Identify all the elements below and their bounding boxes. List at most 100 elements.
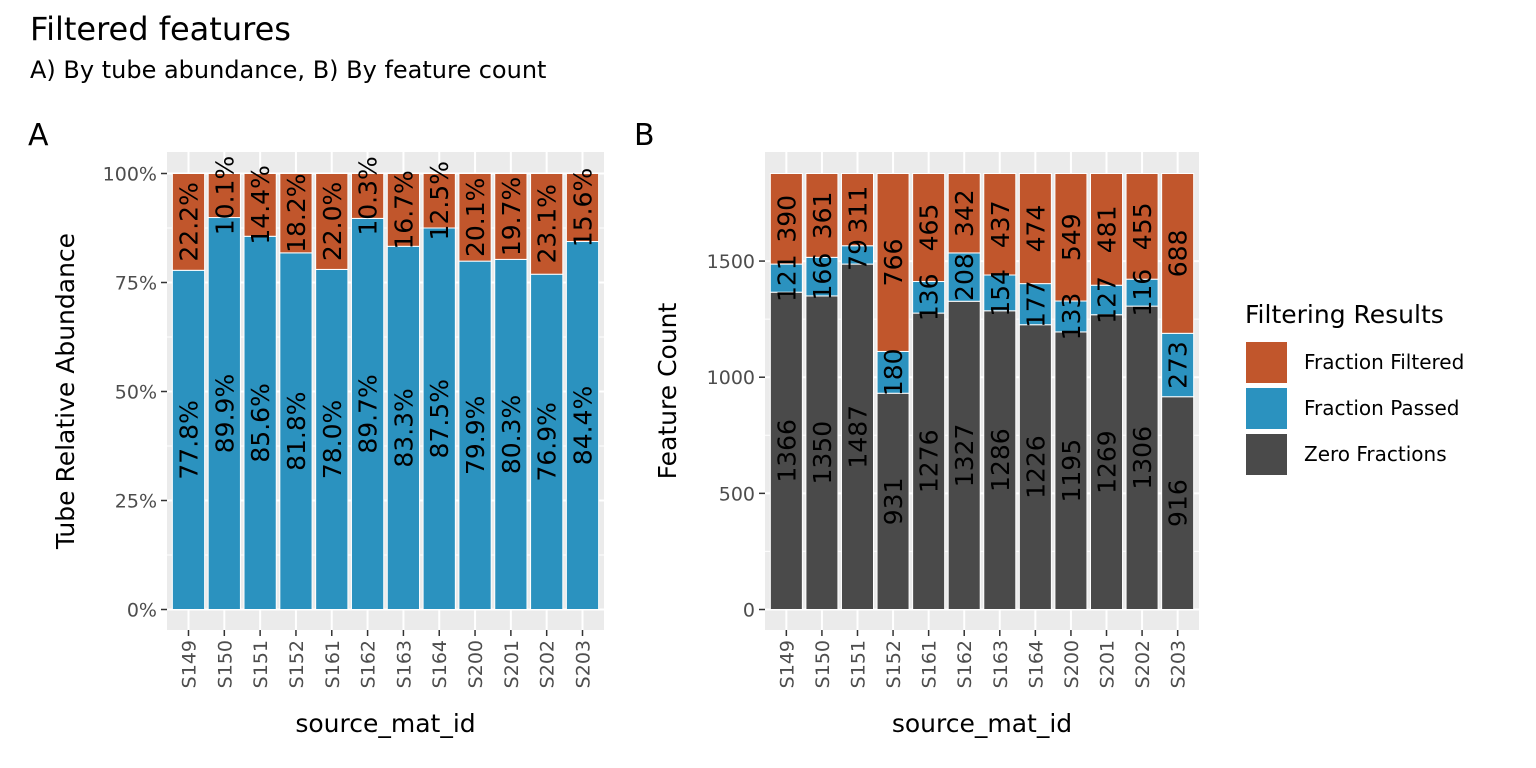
figure-subtitle: A) By tube abundance, B) By feature coun…	[30, 56, 547, 84]
bar-a-S149-fraction-filtered	[171, 173, 206, 271]
data-label-a-S149-fraction-filtered: 22.2%	[174, 182, 203, 261]
data-label-a-S200-fraction-filtered: 20.1%	[461, 178, 490, 257]
x-tick-label-b-S151: S151	[847, 640, 869, 688]
data-label-a-S163-fraction-passed: 83.3%	[389, 388, 418, 467]
legend-title: Filtering Results	[1245, 300, 1444, 329]
legend-key-zero	[1245, 432, 1288, 476]
data-label-b-S149-fraction-filtered: 390	[772, 195, 801, 243]
data-label-b-S202-fraction-filtered: 455	[1128, 202, 1157, 250]
x-tick-label-a-S151: S151	[250, 640, 272, 688]
bar-b-S203-fraction-passed	[1161, 332, 1195, 398]
data-label-a-S163-fraction-filtered: 16.7%	[389, 170, 418, 249]
bar-a-S202-fraction-passed	[530, 273, 564, 610]
data-label-b-S152-fraction-filtered: 766	[879, 239, 908, 287]
data-label-a-S161-fraction-filtered: 22.0%	[318, 182, 347, 261]
bar-a-S152-fraction-passed	[279, 252, 313, 611]
legend: Filtering Results Fraction Filtered Frac…	[1245, 300, 1464, 477]
x-tick-label-b-S149: S149	[776, 640, 798, 688]
bar-b-S202-fraction-passed	[1125, 278, 1159, 307]
bar-b-S149-zero-fractions	[769, 291, 803, 610]
x-tick-label-b-S202: S202	[1132, 640, 1154, 688]
x-tick-label-b-S152: S152	[883, 640, 905, 688]
x-tick-label-b-S162: S162	[954, 640, 976, 688]
y-tick-label-a: 50%	[115, 382, 157, 404]
bar-b-S162-fraction-filtered	[947, 173, 981, 254]
y-tick-label-b: 1000	[707, 367, 755, 389]
y-tick-label-b: 0	[743, 600, 755, 622]
bar-a-S163-fraction-passed	[386, 245, 421, 610]
data-label-a-S200-fraction-passed: 79.9%	[461, 396, 490, 475]
data-label-b-S200-fraction-filtered: 549	[1057, 213, 1086, 261]
bar-b-S150-fraction-filtered	[805, 173, 839, 258]
bar-b-S151-zero-fractions	[840, 263, 874, 610]
x-tick-label-b-S201: S201	[1097, 640, 1119, 688]
bar-b-S203-fraction-filtered	[1161, 173, 1195, 334]
bar-b-S161-zero-fractions	[912, 312, 946, 610]
data-label-a-S162-fraction-passed: 89.7%	[354, 374, 383, 453]
bar-a-S151-fraction-passed	[243, 235, 277, 610]
data-label-a-S164-fraction-filtered: 12.5%	[425, 161, 454, 240]
figure-title: Filtered features	[30, 10, 291, 48]
bar-a-S200-fraction-filtered	[458, 173, 492, 262]
bar-b-S201-zero-fractions	[1090, 314, 1124, 610]
bar-b-S161-fraction-filtered	[912, 173, 946, 283]
data-label-b-S161-zero-fractions: 1276	[915, 429, 944, 493]
x-tick-label-b-S203: S203	[1168, 640, 1190, 688]
bar-b-S152-fraction-passed	[876, 350, 910, 394]
bar-b-S161-fraction-passed	[912, 281, 946, 314]
legend-item-passed: Fraction Passed	[1245, 385, 1464, 431]
y-tick-label-b: 500	[719, 483, 755, 505]
data-label-a-S203-fraction-filtered: 15.6%	[569, 168, 598, 247]
y-tick-label-a: 100%	[103, 164, 157, 186]
bar-b-S150-fraction-passed	[805, 256, 839, 297]
data-label-b-S203-fraction-filtered: 688	[1164, 230, 1193, 278]
legend-key-passed	[1245, 386, 1288, 430]
bar-a-S152-fraction-filtered	[279, 173, 313, 254]
y-tick-label-a: 25%	[115, 491, 157, 513]
bar-b-S201-fraction-filtered	[1090, 173, 1124, 286]
bar-a-S200-fraction-passed	[458, 260, 492, 610]
data-label-b-S150-fraction-passed: 166	[808, 253, 837, 301]
data-label-b-S161-fraction-filtered: 465	[915, 204, 944, 252]
bar-b-S201-fraction-passed	[1090, 284, 1124, 316]
bar-b-S149-fraction-filtered	[769, 173, 803, 265]
bar-b-S164-fraction-passed	[1018, 283, 1052, 326]
data-label-b-S203-zero-fractions: 916	[1164, 479, 1193, 527]
data-label-a-S149-fraction-passed: 77.8%	[174, 400, 203, 479]
bar-a-S162-fraction-filtered	[350, 173, 385, 219]
bar-b-S203-zero-fractions	[1161, 396, 1195, 610]
x-tick-label-a-S200: S200	[465, 640, 487, 688]
data-label-b-S152-fraction-passed: 180	[879, 348, 908, 396]
bar-a-S201-fraction-passed	[494, 258, 528, 610]
bar-b-S152-fraction-filtered	[876, 173, 910, 352]
x-tick-label-b-S163: S163	[990, 640, 1012, 688]
legend-key-filtered	[1245, 340, 1288, 384]
bar-a-S203-fraction-passed	[565, 241, 600, 611]
x-tick-label-a-S164: S164	[429, 640, 451, 688]
bar-b-S150-zero-fractions	[805, 295, 839, 610]
bar-b-S163-fraction-passed	[983, 274, 1017, 312]
bar-b-S149-fraction-passed	[769, 263, 803, 293]
x-axis-title-b: source_mat_id	[892, 709, 1072, 738]
data-label-b-S149-fraction-passed: 121	[772, 254, 801, 302]
data-label-a-S201-fraction-passed: 80.3%	[497, 395, 526, 474]
data-label-a-S150-fraction-passed: 89.9%	[210, 374, 239, 453]
x-tick-label-b-S200: S200	[1061, 640, 1083, 688]
bar-b-S200-fraction-passed	[1054, 300, 1088, 333]
x-tick-label-a-S150: S150	[214, 640, 236, 688]
bar-b-S202-fraction-filtered	[1125, 173, 1159, 280]
data-label-b-S162-zero-fractions: 1327	[950, 424, 979, 488]
data-label-b-S163-fraction-filtered: 437	[986, 200, 1015, 248]
data-label-a-S164-fraction-passed: 87.5%	[425, 379, 454, 458]
bar-b-S200-fraction-filtered	[1054, 173, 1088, 302]
x-tick-label-a-S152: S152	[286, 640, 308, 688]
data-label-a-S202-fraction-filtered: 23.1%	[533, 184, 562, 263]
x-tick-label-b-S161: S161	[919, 640, 941, 688]
data-label-b-S200-fraction-passed: 133	[1057, 293, 1086, 341]
bar-b-S164-fraction-filtered	[1018, 173, 1052, 285]
x-tick-label-a-S202: S202	[537, 640, 559, 688]
bar-b-S200-zero-fractions	[1054, 331, 1088, 610]
x-tick-label-a-S201: S201	[501, 640, 523, 688]
data-label-b-S150-zero-fractions: 1350	[808, 421, 837, 485]
legend-label-filtered: Fraction Filtered	[1304, 350, 1465, 374]
